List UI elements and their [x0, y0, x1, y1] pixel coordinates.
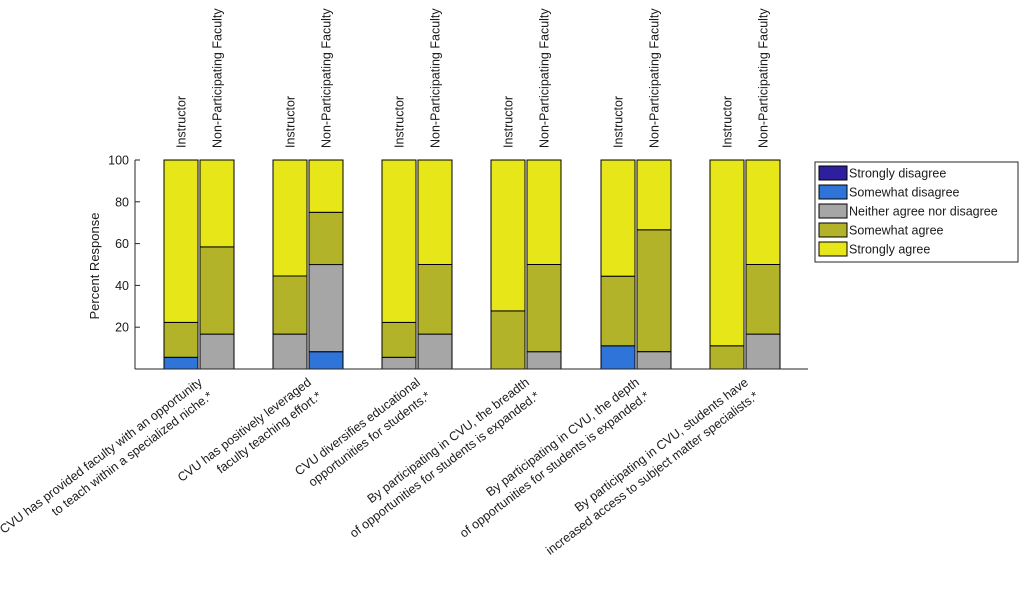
- category-labels: CVU has provided faculty with an opportu…: [0, 375, 761, 558]
- bar-segment-g1-non-participating-s3: [199, 333, 235, 370]
- bar-segment-g3-instructor-s5: [381, 159, 417, 323]
- bar-segment-g5-instructor-s5: [600, 159, 636, 277]
- category-label-text: By participating in CVU, the depthof opp…: [447, 375, 652, 540]
- legend-swatch: [818, 184, 848, 200]
- bar-segment-g2-non-participating-s2: [308, 351, 344, 370]
- bar-segment-g5-non-participating-s5: [636, 159, 672, 231]
- subgroup-label: Non-Participating Faculty: [648, 8, 662, 148]
- legend-label: Neither agree nor disagree: [849, 205, 998, 219]
- bar-segment-g5-instructor-s2: [600, 345, 636, 370]
- subgroup-label: Instructor: [175, 96, 189, 148]
- legend-swatch: [818, 241, 848, 257]
- bar-segment-g6-instructor-s4: [709, 345, 745, 370]
- legend-label: Somewhat agree: [849, 224, 944, 238]
- category-label-2: CVU has positively leveragedfaculty teac…: [175, 375, 324, 498]
- bar-segment-g3-non-participating-s4: [417, 264, 453, 335]
- subgroup-label: Instructor: [612, 96, 626, 148]
- bar-segment-g3-instructor-s3: [381, 356, 417, 370]
- subgroup-label: Instructor: [721, 96, 735, 148]
- category-label-5: By participating in CVU, the depthof opp…: [447, 375, 652, 540]
- category-label-text: CVU has provided faculty with an opportu…: [0, 375, 216, 550]
- bar-segment-g6-non-participating-s3: [745, 333, 781, 370]
- y-tick-label: 60: [115, 237, 129, 251]
- y-axis-label: Percent Response: [87, 213, 102, 320]
- legend-box: [814, 161, 1019, 263]
- legend-label: Strongly disagree: [849, 167, 946, 181]
- bar-segment-g1-non-participating-s4: [199, 246, 235, 335]
- category-label-1: CVU has provided faculty with an opportu…: [0, 375, 216, 550]
- legend-label: Strongly agree: [849, 243, 930, 257]
- bar-segment-g4-non-participating-s5: [526, 159, 562, 265]
- y-tick-label: 80: [115, 195, 129, 209]
- bar-segment-g2-non-participating-s3: [308, 264, 344, 353]
- legend-swatch: [818, 203, 848, 219]
- bar-segment-g2-instructor-s4: [272, 275, 308, 335]
- bar-segment-g4-instructor-s4: [490, 310, 526, 370]
- bar-segment-g3-non-participating-s5: [417, 159, 453, 265]
- y-tick-label: 40: [115, 279, 129, 293]
- subgroup-label: Instructor: [393, 96, 407, 148]
- bar-segment-g4-non-participating-s3: [526, 351, 562, 370]
- bar-segment-g6-non-participating-s5: [745, 159, 781, 265]
- y-ticks: 20 40 60 80 100: [108, 154, 140, 335]
- bar-segment-g6-non-participating-s4: [745, 264, 781, 335]
- subgroup-label: Instructor: [284, 96, 298, 148]
- bar-segment-g1-instructor-s5: [163, 159, 199, 323]
- bar-segment-g5-instructor-s4: [600, 275, 636, 347]
- bar-segment-g5-non-participating-s3: [636, 351, 672, 370]
- subgroup-labels: Instructor Non-Participating Faculty Instr…: [175, 8, 771, 148]
- bar-segment-g2-non-participating-s5: [308, 159, 344, 213]
- legend-swatch: [818, 165, 848, 181]
- bar-segment-g4-non-participating-s4: [526, 264, 562, 353]
- subgroup-label: Instructor: [502, 96, 516, 148]
- bars-layer: [163, 159, 781, 370]
- category-label-text: CVU has positively leveragedfaculty teac…: [175, 375, 324, 498]
- legend-swatch: [818, 222, 848, 238]
- bar-segment-g5-non-participating-s4: [636, 229, 672, 353]
- category-label-4: By participating in CVU, the breadthof o…: [337, 375, 542, 540]
- bar-segment-g6-instructor-s5: [709, 159, 745, 347]
- category-label-text: By participating in CVU, the breadthof o…: [337, 375, 542, 540]
- subgroup-label: Non-Participating Faculty: [757, 8, 771, 148]
- subgroup-label: Non-Participating Faculty: [211, 8, 225, 148]
- bar-segment-g1-instructor-s2: [163, 356, 199, 370]
- bar-segment-g2-instructor-s5: [272, 159, 308, 277]
- subgroup-label: Non-Participating Faculty: [538, 8, 552, 148]
- bar-segment-g4-instructor-s5: [490, 159, 526, 312]
- y-tick-label: 100: [108, 154, 129, 168]
- bar-segment-g1-instructor-s4: [163, 321, 199, 358]
- bar-segment-g2-non-participating-s4: [308, 211, 344, 266]
- legend: Strongly disagree Somewhat disagree Neithe…: [814, 161, 1019, 263]
- bar-segment-g3-non-participating-s3: [417, 333, 453, 370]
- subgroup-label: Non-Participating Faculty: [320, 8, 334, 148]
- legend-label: Somewhat disagree: [849, 186, 960, 200]
- bar-segment-g3-instructor-s4: [381, 321, 417, 358]
- bar-segment-g1-non-participating-s5: [199, 159, 235, 248]
- subgroup-label: Non-Participating Faculty: [429, 8, 443, 148]
- y-tick-label: 20: [115, 321, 129, 335]
- bar-segment-g2-instructor-s3: [272, 333, 308, 370]
